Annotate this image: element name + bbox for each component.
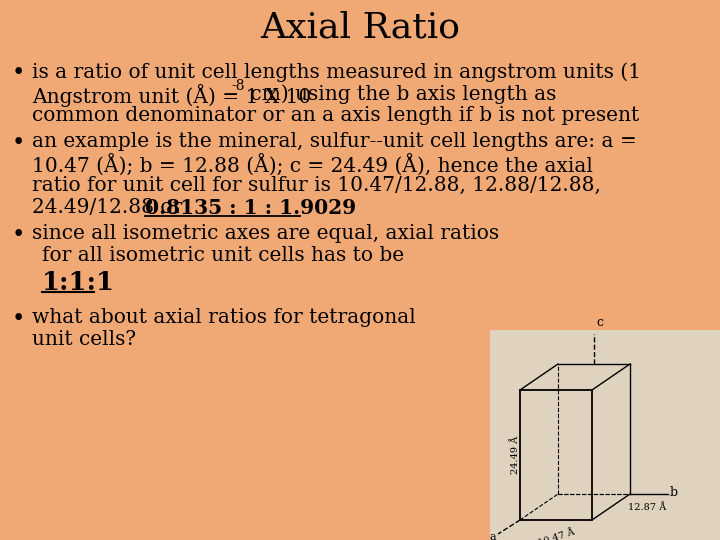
Text: 0.8135 : 1 : 1.9029: 0.8135 : 1 : 1.9029 [145, 198, 356, 218]
Text: a: a [490, 532, 497, 540]
Text: ratio for unit cell for sulfur is 10.47/12.88, 12.88/12.88,: ratio for unit cell for sulfur is 10.47/… [32, 176, 601, 195]
Text: Angstrom unit (Å) = 1 X 10: Angstrom unit (Å) = 1 X 10 [32, 84, 311, 107]
Text: c: c [596, 316, 603, 329]
Text: 1:1:1: 1:1:1 [42, 270, 115, 295]
Text: unit cells?: unit cells? [32, 330, 136, 349]
Text: an example is the mineral, sulfur--unit cell lengths are: a =: an example is the mineral, sulfur--unit … [32, 132, 636, 151]
Text: 24.49/12.88 or: 24.49/12.88 or [32, 198, 189, 217]
Text: is a ratio of unit cell lengths measured in angstrom units (1: is a ratio of unit cell lengths measured… [32, 62, 641, 82]
Text: b: b [670, 486, 678, 499]
Text: cm) using the b axis length as: cm) using the b axis length as [244, 84, 557, 104]
Text: •: • [12, 224, 25, 246]
Text: -8: -8 [231, 79, 244, 93]
Text: common denominator or an a axis length if b is not present: common denominator or an a axis length i… [32, 106, 639, 125]
Text: Axial Ratio: Axial Ratio [260, 10, 460, 44]
FancyBboxPatch shape [490, 330, 720, 540]
Text: what about axial ratios for tetragonal: what about axial ratios for tetragonal [32, 308, 415, 327]
Text: 10.47 (Å); b = 12.88 (Å); c = 24.49 (Å), hence the axial: 10.47 (Å); b = 12.88 (Å); c = 24.49 (Å),… [32, 154, 593, 176]
Text: 24.49 Å: 24.49 Å [511, 436, 521, 474]
Text: 10.47 Å: 10.47 Å [536, 528, 575, 540]
Text: 12.87 Å: 12.87 Å [628, 503, 666, 512]
Text: •: • [12, 132, 25, 154]
Text: for all isometric unit cells has to be: for all isometric unit cells has to be [42, 246, 404, 265]
Text: •: • [12, 308, 25, 330]
Text: •: • [12, 62, 25, 84]
Text: since all isometric axes are equal, axial ratios: since all isometric axes are equal, axia… [32, 224, 499, 243]
